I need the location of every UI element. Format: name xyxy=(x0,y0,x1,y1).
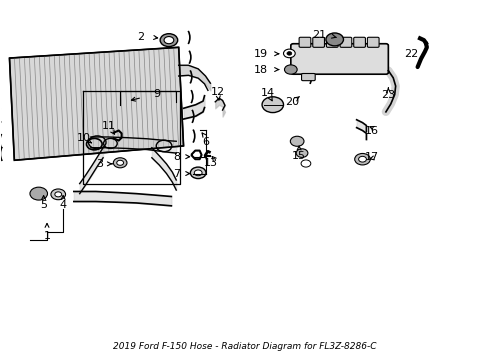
Circle shape xyxy=(354,153,369,165)
FancyBboxPatch shape xyxy=(353,37,365,47)
Circle shape xyxy=(163,37,173,44)
Text: 19: 19 xyxy=(253,49,267,59)
FancyBboxPatch shape xyxy=(299,37,310,47)
Text: 10: 10 xyxy=(77,133,90,143)
Text: 1: 1 xyxy=(43,231,50,240)
FancyBboxPatch shape xyxy=(312,37,324,47)
Circle shape xyxy=(284,65,297,74)
Circle shape xyxy=(160,34,177,46)
Text: 5: 5 xyxy=(40,200,47,210)
Circle shape xyxy=(301,160,310,167)
Text: 21: 21 xyxy=(312,30,326,40)
Circle shape xyxy=(190,167,205,179)
FancyBboxPatch shape xyxy=(301,73,315,81)
Circle shape xyxy=(51,189,65,200)
FancyBboxPatch shape xyxy=(339,37,351,47)
Circle shape xyxy=(194,170,202,176)
Text: 23: 23 xyxy=(381,90,395,100)
FancyBboxPatch shape xyxy=(290,44,387,74)
Text: 17: 17 xyxy=(364,152,378,162)
Text: 7: 7 xyxy=(173,168,180,179)
FancyBboxPatch shape xyxy=(366,37,378,47)
Text: 3: 3 xyxy=(96,159,103,169)
Circle shape xyxy=(358,156,366,162)
Circle shape xyxy=(262,97,283,113)
Text: 14: 14 xyxy=(260,88,274,98)
Circle shape xyxy=(55,192,61,197)
Text: 11: 11 xyxy=(102,121,116,131)
Text: 18: 18 xyxy=(253,64,267,75)
Circle shape xyxy=(30,187,47,200)
Circle shape xyxy=(283,49,295,58)
Text: 22: 22 xyxy=(403,49,418,59)
Text: 20: 20 xyxy=(285,97,299,107)
Circle shape xyxy=(325,33,343,46)
Text: 8: 8 xyxy=(173,152,180,162)
Text: 6: 6 xyxy=(202,138,209,147)
Text: 16: 16 xyxy=(364,126,378,135)
Circle shape xyxy=(113,158,127,168)
Polygon shape xyxy=(9,47,183,160)
Text: 2: 2 xyxy=(137,32,144,41)
FancyBboxPatch shape xyxy=(326,37,337,47)
Text: 12: 12 xyxy=(210,87,224,97)
Circle shape xyxy=(286,51,291,55)
Text: 4: 4 xyxy=(60,200,66,210)
Text: 15: 15 xyxy=(291,150,305,161)
Text: 9: 9 xyxy=(153,89,160,99)
Text: 13: 13 xyxy=(203,158,217,168)
Circle shape xyxy=(117,160,123,165)
Circle shape xyxy=(290,136,304,146)
Text: 2019 Ford F-150 Hose - Radiator Diagram for FL3Z-8286-C: 2019 Ford F-150 Hose - Radiator Diagram … xyxy=(113,342,375,351)
Circle shape xyxy=(296,149,307,157)
